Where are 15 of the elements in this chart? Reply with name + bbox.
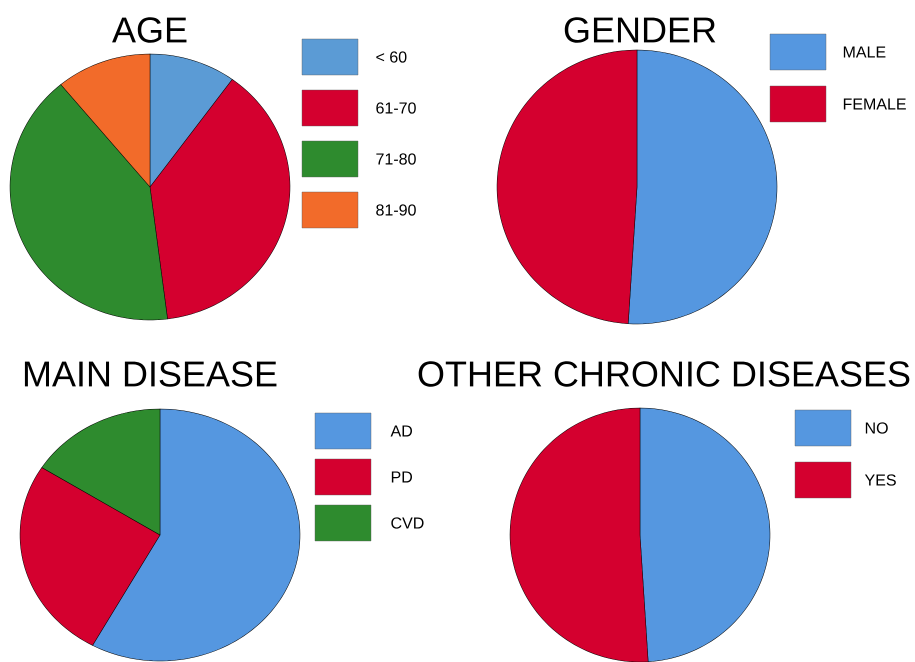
legend-label: 61-70 [376,102,416,114]
legend-label: 71-80 [376,153,416,165]
legend-label: PD [392,471,412,482]
legend-label: MALE [844,46,886,58]
chart-title: AGE [112,17,186,43]
chart-title: OTHER CHRONIC DISEASES [418,361,910,387]
chart-title: GENDER [564,17,716,43]
legend-label: NO [866,422,888,434]
chart-title: MAIN DISEASE [24,361,276,387]
legend-label: CVD [391,517,424,529]
legend-label: AD [390,425,412,436]
legend-label: YES [864,474,896,486]
legend-label: < 60 [376,51,406,63]
legend-label: 81-90 [376,204,416,216]
legend-label: FEMALE [844,98,906,110]
